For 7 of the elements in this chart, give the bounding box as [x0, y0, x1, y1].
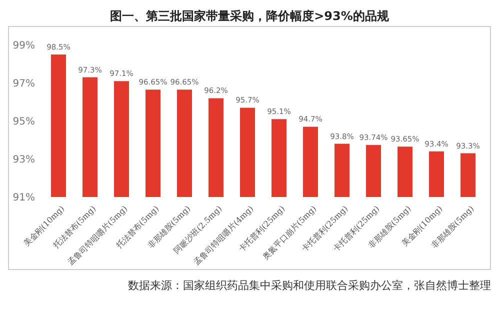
- y-tick-label: 95%: [12, 116, 35, 128]
- source-note: 数据来源：国家组织药品集中采购和使用联合采购办公室，张自然博士整理: [127, 278, 491, 293]
- y-tick-label: 93%: [12, 154, 35, 166]
- y-tick-label: 97%: [12, 78, 35, 90]
- y-tick-label: 99%: [12, 40, 35, 52]
- y-tick-label: 91%: [12, 192, 35, 204]
- chart-title: 图一、第三批国家带量采购，降价幅度>93%的品规: [109, 8, 390, 25]
